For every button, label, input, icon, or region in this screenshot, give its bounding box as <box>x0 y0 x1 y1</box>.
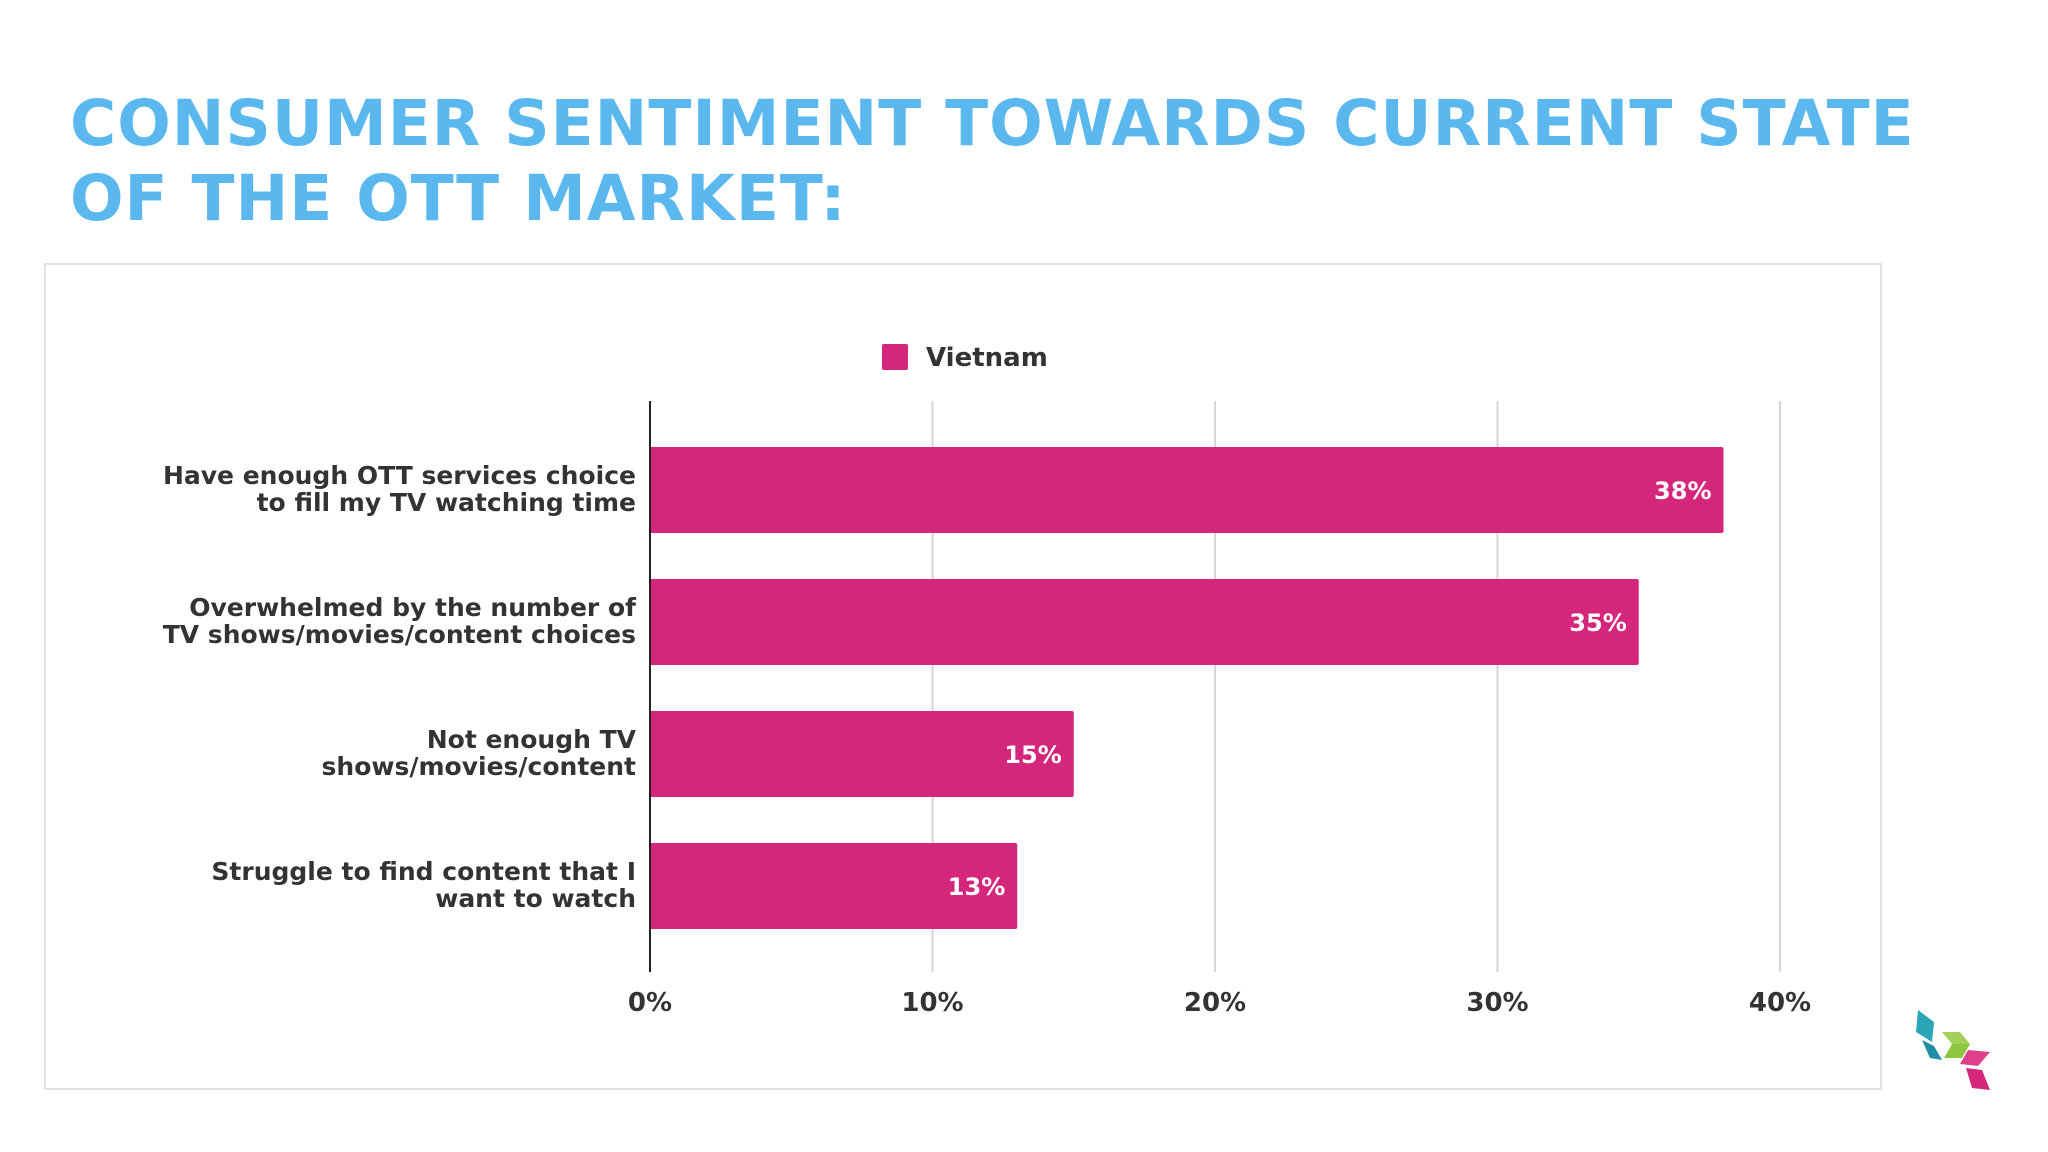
logo-green-cube-top <box>1942 1032 1970 1044</box>
bar <box>650 711 1074 797</box>
category-label: TV shows/movies/content choices <box>163 620 636 649</box>
x-tick-label: 10% <box>901 988 963 1018</box>
x-tick-label: 20% <box>1184 988 1246 1018</box>
bar-data-label: 38% <box>1654 477 1711 505</box>
bar-data-label: 13% <box>948 873 1005 901</box>
logo-teal-shard <box>1916 1010 1934 1042</box>
slide-title: CONSUMER SENTIMENT TOWARDS CURRENT STATE… <box>70 87 1915 235</box>
bar-data-label: 15% <box>1004 741 1061 769</box>
logo-green-cube-bottom <box>1944 1044 1970 1058</box>
logo-teal-shard-lower <box>1922 1040 1942 1060</box>
chart-frame: 0% 10% 20% 30% 40% Vietnam 38% Have enough OTT … <box>44 263 1882 1090</box>
bar-chart: 0% 10% 20% 30% 40% Vietnam 38% Have enough OTT … <box>163 343 1811 1018</box>
legend-swatch <box>882 344 908 370</box>
bar <box>650 843 1018 929</box>
category-label: Have enough OTT services choice <box>163 461 636 490</box>
x-tick-label: 40% <box>1749 988 1811 1018</box>
legend-label: Vietnam <box>926 343 1048 373</box>
category-label: Struggle to find content that I <box>211 857 636 886</box>
brand-logo <box>1916 1010 1990 1090</box>
category-label: Not enough TV <box>427 725 637 754</box>
x-tick-label: 30% <box>1466 988 1528 1018</box>
bar <box>650 579 1639 665</box>
bar <box>650 447 1724 533</box>
category-label: to fill my TV watching time <box>257 488 636 517</box>
logo-pink-shard-bottom <box>1966 1068 1990 1090</box>
category-label: Overwhelmed by the number of <box>189 593 637 622</box>
category-label: want to watch <box>435 884 636 913</box>
bar-data-label: 35% <box>1569 609 1626 637</box>
logo-pink-shard-top <box>1960 1050 1990 1066</box>
x-tick-label: 0% <box>628 988 672 1018</box>
category-label: shows/movies/content <box>322 752 637 781</box>
